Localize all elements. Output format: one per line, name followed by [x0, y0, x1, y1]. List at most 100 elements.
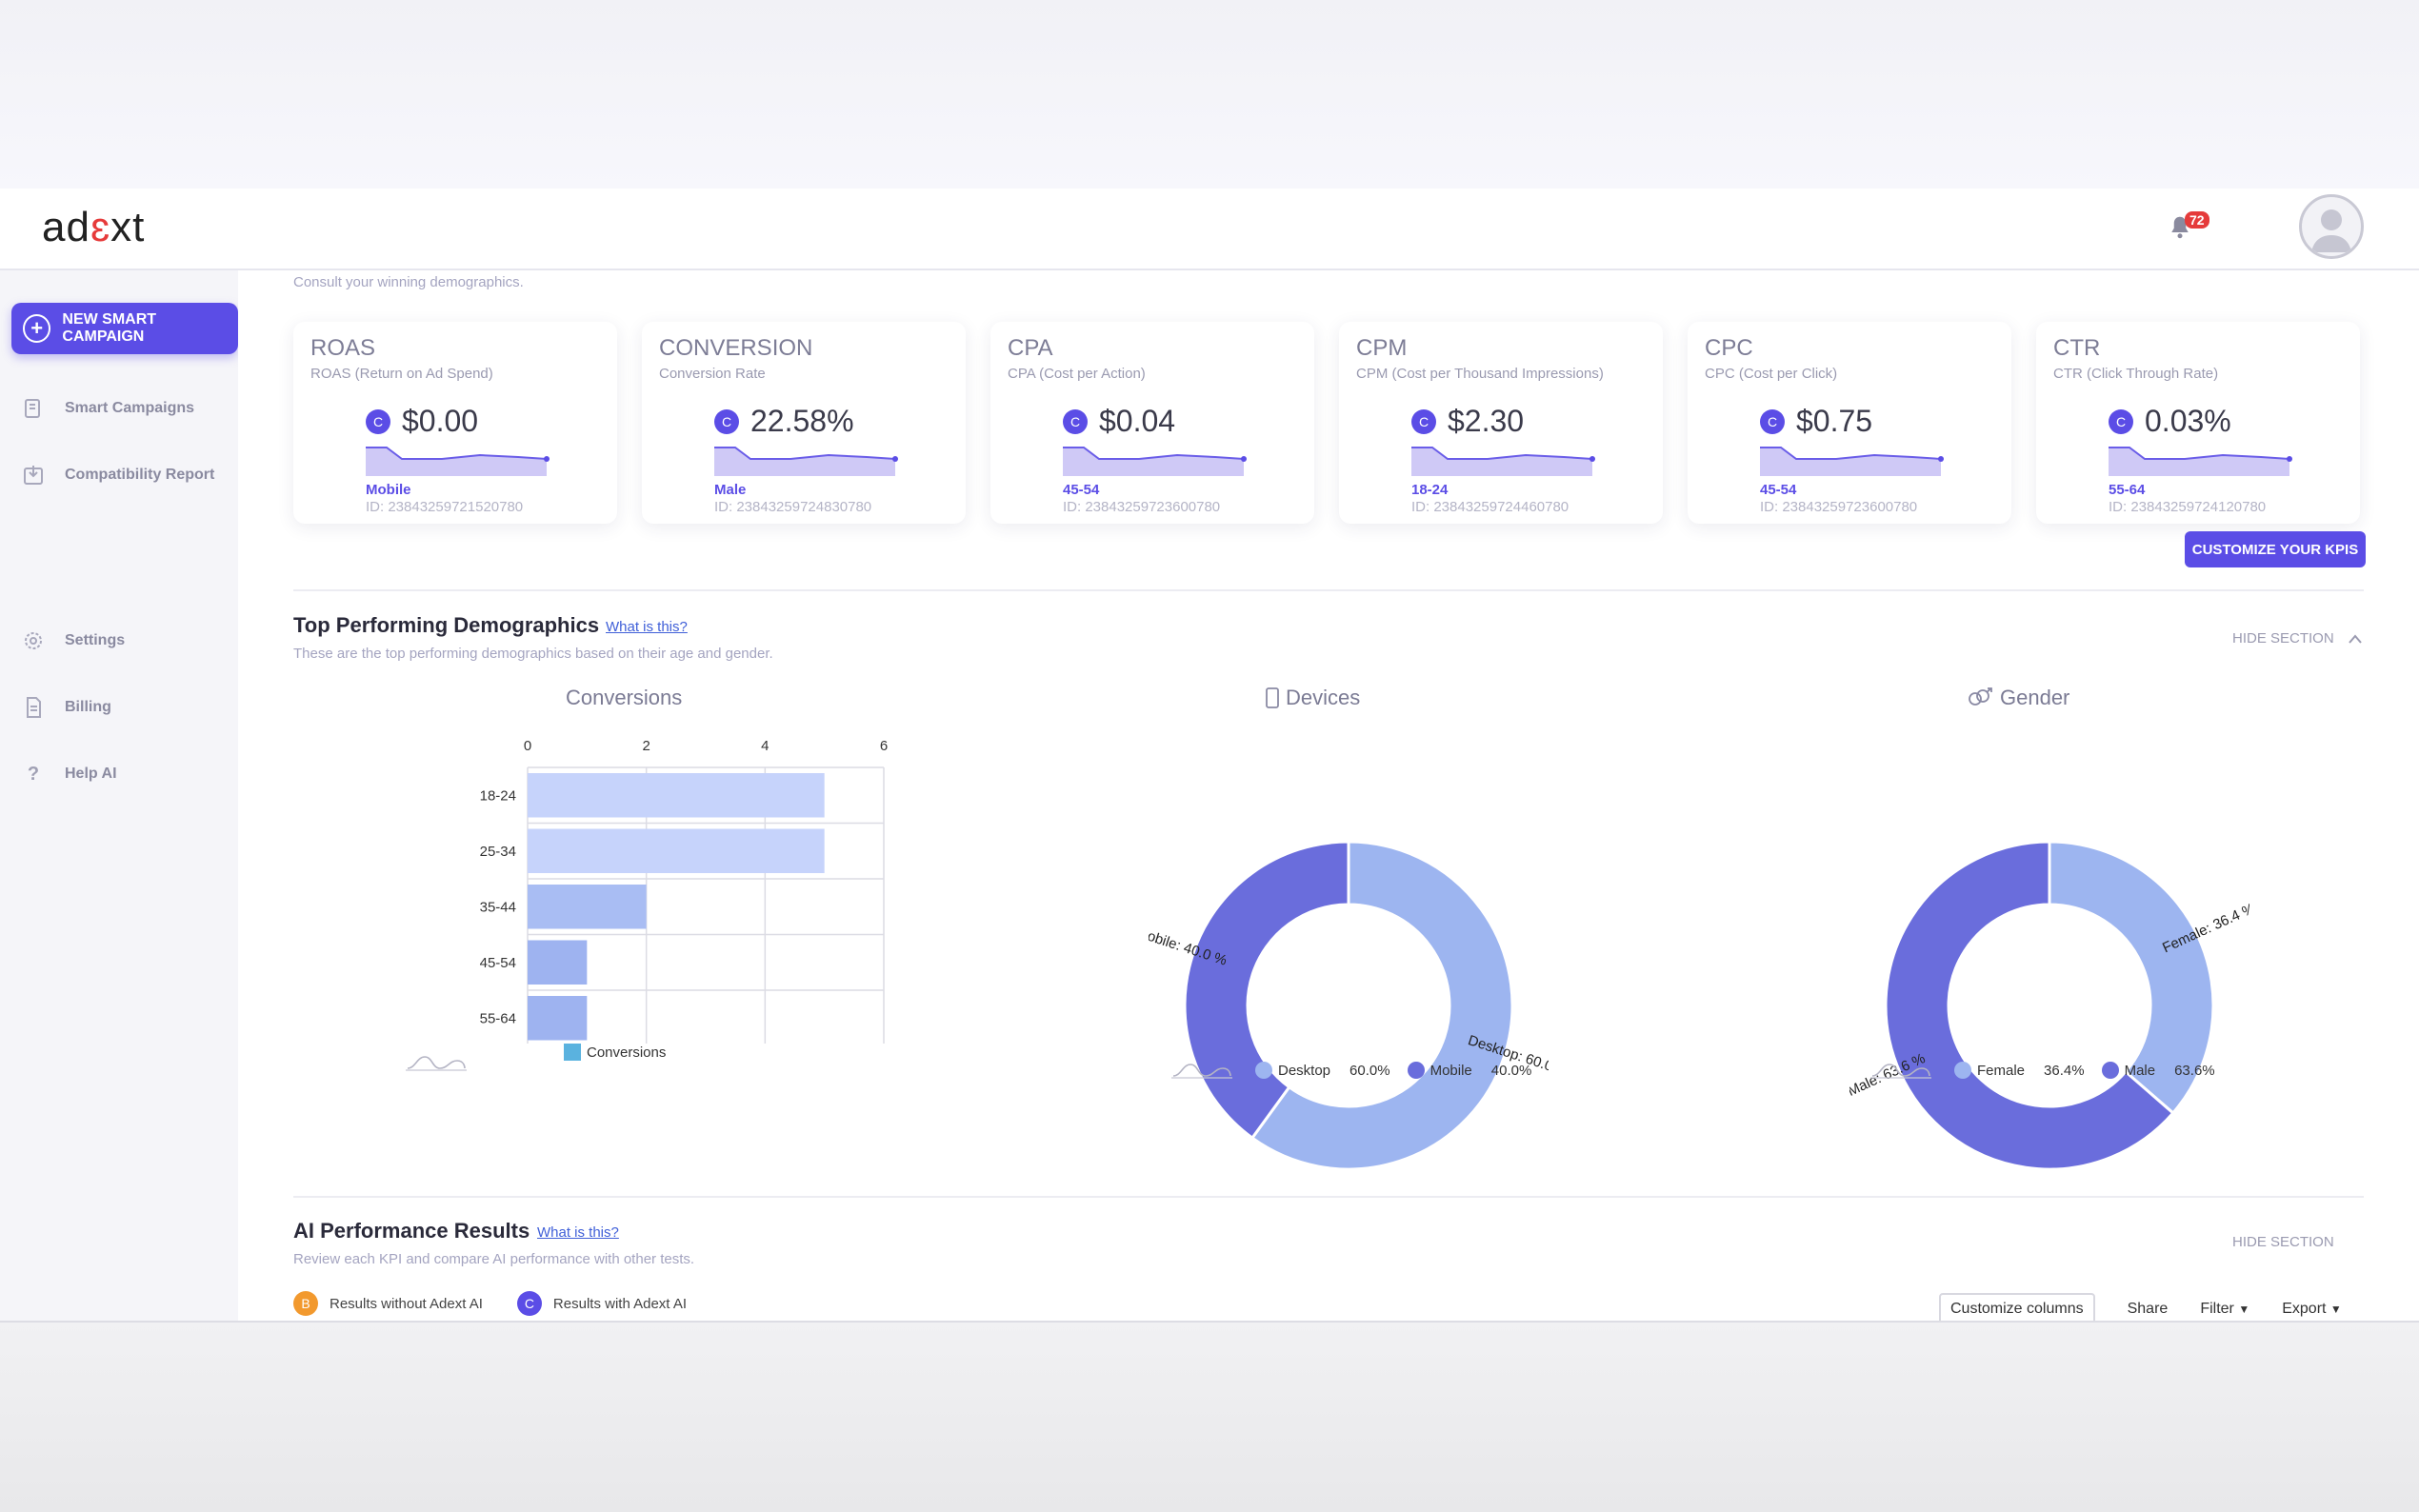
share-button[interactable]: Share [2127, 1301, 2169, 1317]
gender-icon [1969, 687, 1992, 706]
kpi-segment: 45-54 [1760, 482, 1797, 498]
donut-slice-mobile[interactable] [1183, 840, 1350, 1141]
kpi-id: ID: 23843259721520780 [366, 499, 524, 515]
kpi-value: 0.03% [2145, 404, 2231, 438]
logo-part: ɛ [90, 204, 111, 250]
kpi-id: ID: 23843259724120780 [2109, 499, 2267, 515]
bar[interactable] [528, 773, 825, 818]
sidebar-item-billing[interactable]: Billing [21, 695, 111, 720]
avatar[interactable] [2299, 194, 2364, 259]
kpi-subtitle: CPC (Cost per Click) [1705, 366, 1838, 382]
winning-subtitle: Consult your winning demographics. [293, 274, 524, 290]
mobile-legend-pct: 40.0% [1490, 1062, 1532, 1079]
kpi-card[interactable]: CPM CPM (Cost per Thousand Impressions) C $… [1339, 322, 1663, 524]
sidebar-item-help-ai[interactable]: ? Help AI [21, 762, 117, 786]
desktop-legend-pct: 60.0% [1349, 1062, 1390, 1079]
x-tick-label: 0 [524, 738, 531, 754]
conversions-legend-label: Conversions [587, 1044, 667, 1061]
filter-dropdown[interactable]: Filter ▼ [2200, 1301, 2249, 1318]
kpi-sparkline [1063, 447, 1247, 476]
sidebar-item-compatibility-report[interactable]: Compatibility Report [21, 463, 214, 487]
devices-donut-chart: Desktop: 60.0 %Mobile: 40.0 % [1149, 840, 1549, 1171]
bar[interactable] [528, 828, 825, 874]
bell-icon[interactable] [2166, 213, 2194, 242]
kpi-sparkline [366, 447, 550, 476]
ai-results-title: AI Performance Results [293, 1219, 530, 1243]
kpi-id: ID: 23843259723600780 [1760, 499, 1918, 515]
kpi-id: ID: 23843259724830780 [714, 499, 872, 515]
caret-down-icon: ▼ [2329, 1303, 2342, 1316]
report-icon [21, 463, 46, 487]
kpi-card[interactable]: CPA CPA (Cost per Action) C $0.04 45-54 ID: 2… [990, 322, 1314, 524]
devices-chart-title: Devices [1265, 686, 1360, 710]
kpi-card[interactable]: CPC CPC (Cost per Click) C $0.75 45-54 ID: 23… [1688, 322, 2011, 524]
y-tick-label: 35-44 [480, 899, 516, 915]
logo-part: ad [42, 204, 90, 250]
kpi-title: CPM [1356, 335, 1408, 361]
kpi-badge: C [1411, 409, 1436, 434]
new-smart-campaign-button[interactable]: + NEW SMART CAMPAIGN [11, 303, 238, 354]
hide-section-label: HIDE SECTION [2232, 630, 2334, 647]
kpi-subtitle: CPM (Cost per Thousand Impressions) [1356, 366, 1604, 382]
conversions-legend-swatch [564, 1044, 581, 1061]
conversions-chart-title: Conversions [566, 686, 682, 710]
male-legend-pct: 63.6% [2174, 1062, 2215, 1079]
caret-down-icon: ▼ [2238, 1303, 2250, 1316]
bar[interactable] [528, 996, 588, 1041]
kpi-badge: C [2109, 409, 2133, 434]
kpi-title: CTR [2053, 335, 2101, 361]
kpi-card[interactable]: ROAS ROAS (Return on Ad Spend) C $0.00 Mobil… [293, 322, 617, 524]
demographics-subtitle: These are the top performing demographic… [293, 646, 773, 662]
desktop-legend-label: Desktop [1278, 1062, 1331, 1079]
hide-section-toggle[interactable]: HIDE SECTION [2232, 630, 2363, 647]
kpi-id: ID: 23843259723600780 [1063, 499, 1221, 515]
female-legend-label: Female [1977, 1062, 2026, 1079]
demographics-what-is-this-link[interactable]: What is this? [606, 619, 688, 635]
ai-hide-section-toggle[interactable]: HIDE SECTION [2232, 1234, 2334, 1250]
gear-icon [21, 628, 46, 653]
chart-menu-icon[interactable] [406, 1053, 467, 1072]
kpi-title: CPA [1008, 335, 1053, 361]
document-icon [21, 695, 46, 720]
bar[interactable] [528, 885, 647, 929]
sidebar-item-label: Smart Campaigns [65, 400, 195, 416]
chart-menu-icon[interactable] [1870, 1061, 1931, 1080]
ai-results-legend: B Results without Adext AI C Results wit… [293, 1291, 687, 1316]
kpi-card[interactable]: CONVERSION Conversion Rate C 22.58% Male ID: … [642, 322, 966, 524]
adext-logo[interactable]: adɛxt [42, 204, 145, 251]
kpi-segment: 45-54 [1063, 482, 1100, 498]
x-tick-label: 2 [642, 738, 650, 754]
app-window: adɛxt 72 + NEW SMART CAMPAIGN Smart Camp… [0, 189, 2419, 1321]
kpi-subtitle: Conversion Rate [659, 366, 766, 382]
devices-title-text: Devices [1286, 686, 1361, 709]
sidebar-item-settings[interactable]: Settings [21, 628, 125, 653]
kpi-sparkline [1760, 447, 1944, 476]
kpi-id: ID: 23843259724460780 [1411, 499, 1569, 515]
chart-menu-icon[interactable] [1171, 1061, 1232, 1080]
notification-badge: 72 [2185, 211, 2209, 229]
customize-kpis-button[interactable]: CUSTOMIZE YOUR KPIS [2185, 531, 2366, 567]
without-label: Results without Adext AI [330, 1295, 483, 1312]
sidebar-item-smart-campaigns[interactable]: Smart Campaigns [21, 396, 194, 421]
filter-label: Filter [2200, 1301, 2234, 1317]
customize-columns-button[interactable]: Customize columns [1939, 1293, 2095, 1321]
export-label: Export [2282, 1301, 2327, 1317]
export-dropdown[interactable]: Export ▼ [2282, 1301, 2342, 1318]
kpi-value: $0.75 [1796, 404, 1873, 438]
chevron-up-icon [2348, 633, 2362, 644]
kpi-card[interactable]: CTR CTR (Click Through Rate) C 0.03% 55-64 ID… [2036, 322, 2360, 524]
gender-chart-title: Gender [1966, 686, 2069, 710]
donut-slice-female[interactable] [2048, 840, 2215, 1116]
sidebar: + NEW SMART CAMPAIGN Smart Campaigns Com… [0, 270, 238, 1321]
with-badge: C [516, 1291, 542, 1316]
donut-slice-desktop[interactable] [1249, 840, 1514, 1171]
campaigns-icon [21, 396, 46, 421]
kpi-value: 22.58% [750, 404, 854, 438]
donut-slice-male[interactable] [1884, 840, 2175, 1171]
kpi-badge: C [366, 409, 390, 434]
ai-what-is-this-link[interactable]: What is this? [537, 1224, 619, 1241]
kpi-segment: Mobile [366, 482, 411, 498]
bar[interactable] [528, 940, 588, 985]
main-content: Consult your winning demographics. ROAS R… [238, 270, 2419, 1321]
